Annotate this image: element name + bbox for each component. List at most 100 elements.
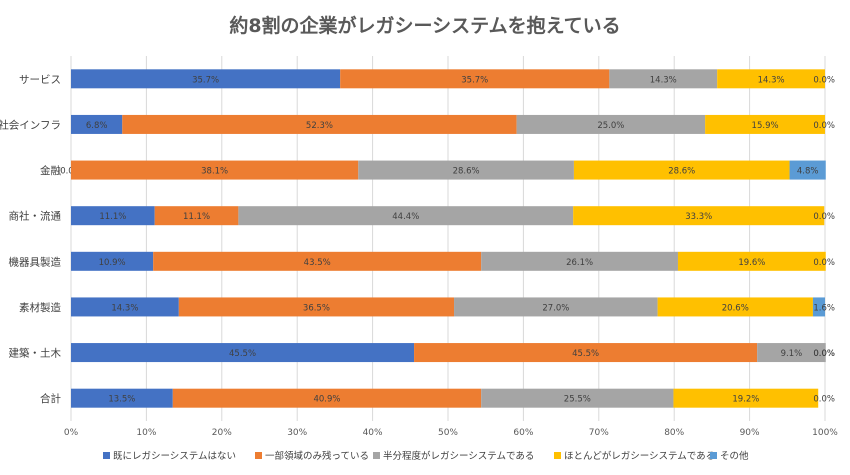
legend-swatch (255, 452, 262, 459)
data-label: 27.0% (542, 303, 569, 313)
bar-segment (673, 388, 819, 408)
data-label: 11.1% (183, 212, 210, 222)
data-label: 19.6% (738, 258, 765, 268)
data-label: 36.5% (303, 303, 330, 313)
bar-segment (705, 114, 825, 134)
bar-segment (71, 251, 154, 271)
data-label: 0.0% (813, 75, 835, 85)
legend-label: 半分程度がレガシーシステムである (383, 450, 534, 462)
x-axis-ticks: 0% 10% 20% 30% 40% 50% 60% 70% 80% 90% 100% (64, 428, 838, 438)
category-label: 商社・流通 (9, 210, 62, 223)
data-label: 0.0% (813, 349, 835, 359)
data-label: 44.4% (392, 212, 419, 222)
chart-title: 約8割の企業がレガシーシステムを抱えている (229, 14, 620, 37)
data-label: 26.1% (566, 258, 593, 268)
bar-segment (71, 388, 173, 408)
bar-segment (71, 206, 155, 226)
gridlines (70, 56, 826, 421)
bar-segment (122, 114, 517, 134)
bar-segment (71, 69, 341, 89)
data-label: 4.8% (797, 167, 819, 177)
data-label: 13.5% (108, 395, 135, 405)
category-label: 金融 (40, 164, 61, 177)
data-label: 28.6% (668, 167, 695, 177)
x-tick-label: 90% (740, 428, 760, 438)
bars: 35.7% 35.7% 14.3% 14.3% 0.0% 6.8% 52.3% 25.0% 15… (60, 69, 835, 408)
category-label: 機器具製造 (9, 255, 62, 268)
x-tick-label: 100% (812, 428, 838, 438)
data-label: 25.5% (564, 395, 591, 405)
x-tick-label: 40% (363, 428, 383, 438)
data-label: 20.6% (722, 303, 749, 313)
x-tick-label: 0% (64, 428, 79, 438)
bar-segment (677, 251, 826, 271)
data-label: 0.0% (813, 258, 835, 268)
category-label: 社会インフラ (0, 118, 61, 131)
bar-segment (340, 69, 610, 89)
category-label: 素材製造 (19, 301, 61, 314)
bar-segment (172, 388, 482, 408)
data-label: 43.5% (304, 258, 331, 268)
x-tick-label: 50% (438, 428, 458, 438)
bar-segment (414, 343, 758, 363)
bar-segment (71, 297, 179, 317)
data-label: 52.3% (306, 121, 333, 131)
data-label: 11.1% (99, 212, 126, 222)
legend-swatch (710, 452, 717, 459)
data-label: 45.5% (229, 349, 256, 359)
x-tick-label: 30% (287, 428, 307, 438)
bar-segment (812, 297, 825, 317)
bar-segment (71, 160, 359, 180)
data-label: 6.8% (86, 121, 108, 131)
bar-segment (789, 160, 826, 180)
bar-segment (154, 206, 239, 226)
data-label: 0.0% (813, 212, 835, 222)
bar-segment (573, 160, 790, 180)
bar-segment (71, 343, 415, 363)
bar-segment (153, 251, 482, 271)
legend-label: ほとんどがレガシーシステムである (564, 450, 715, 462)
data-label: 14.3% (650, 75, 677, 85)
category-label: 合計 (40, 392, 61, 405)
bar-segment (71, 114, 123, 134)
data-label: 35.7% (461, 75, 488, 85)
data-label: 45.5% (572, 349, 599, 359)
data-label: 25.0% (597, 121, 624, 131)
x-tick-label: 20% (212, 428, 232, 438)
data-label: 0.0% (813, 349, 835, 359)
legend-label: 一部領域のみ残っている (265, 450, 369, 462)
legend: 既にレガシーシステムはない 一部領域のみ残っている 半分程度がレガシーシステムである… (103, 450, 749, 462)
bar-segment (238, 206, 574, 226)
x-tick-label: 70% (589, 428, 609, 438)
data-label: 15.9% (752, 121, 779, 131)
bar-segment (481, 388, 674, 408)
data-label: 0.0% (813, 395, 835, 405)
data-label: 9.1% (781, 349, 803, 359)
bar-segment (454, 297, 658, 317)
data-label: 19.2% (732, 395, 759, 405)
x-tick-label: 80% (664, 428, 684, 438)
legend-label: その他 (720, 450, 749, 462)
legend-swatch (554, 452, 561, 459)
bar-segment (481, 251, 678, 271)
legend-label: 既にレガシーシステムはない (113, 451, 236, 462)
data-label: 40.9% (313, 395, 340, 405)
category-label: 建築・土木 (9, 347, 62, 360)
data-label: 35.7% (192, 75, 219, 85)
bar-segment (757, 343, 826, 363)
data-label: 33.3% (685, 212, 712, 222)
data-label: 10.9% (99, 258, 126, 268)
bar-segment (609, 69, 718, 89)
bar-segment (717, 69, 825, 89)
data-label: 1.6% (813, 303, 835, 313)
bar-segment (178, 297, 455, 317)
x-tick-label: 60% (513, 428, 533, 438)
bar-segment (358, 160, 574, 180)
legend-swatch (373, 452, 380, 459)
data-label: 14.3% (111, 303, 138, 313)
bar-segment (516, 114, 706, 134)
data-label: 38.1% (201, 167, 228, 177)
